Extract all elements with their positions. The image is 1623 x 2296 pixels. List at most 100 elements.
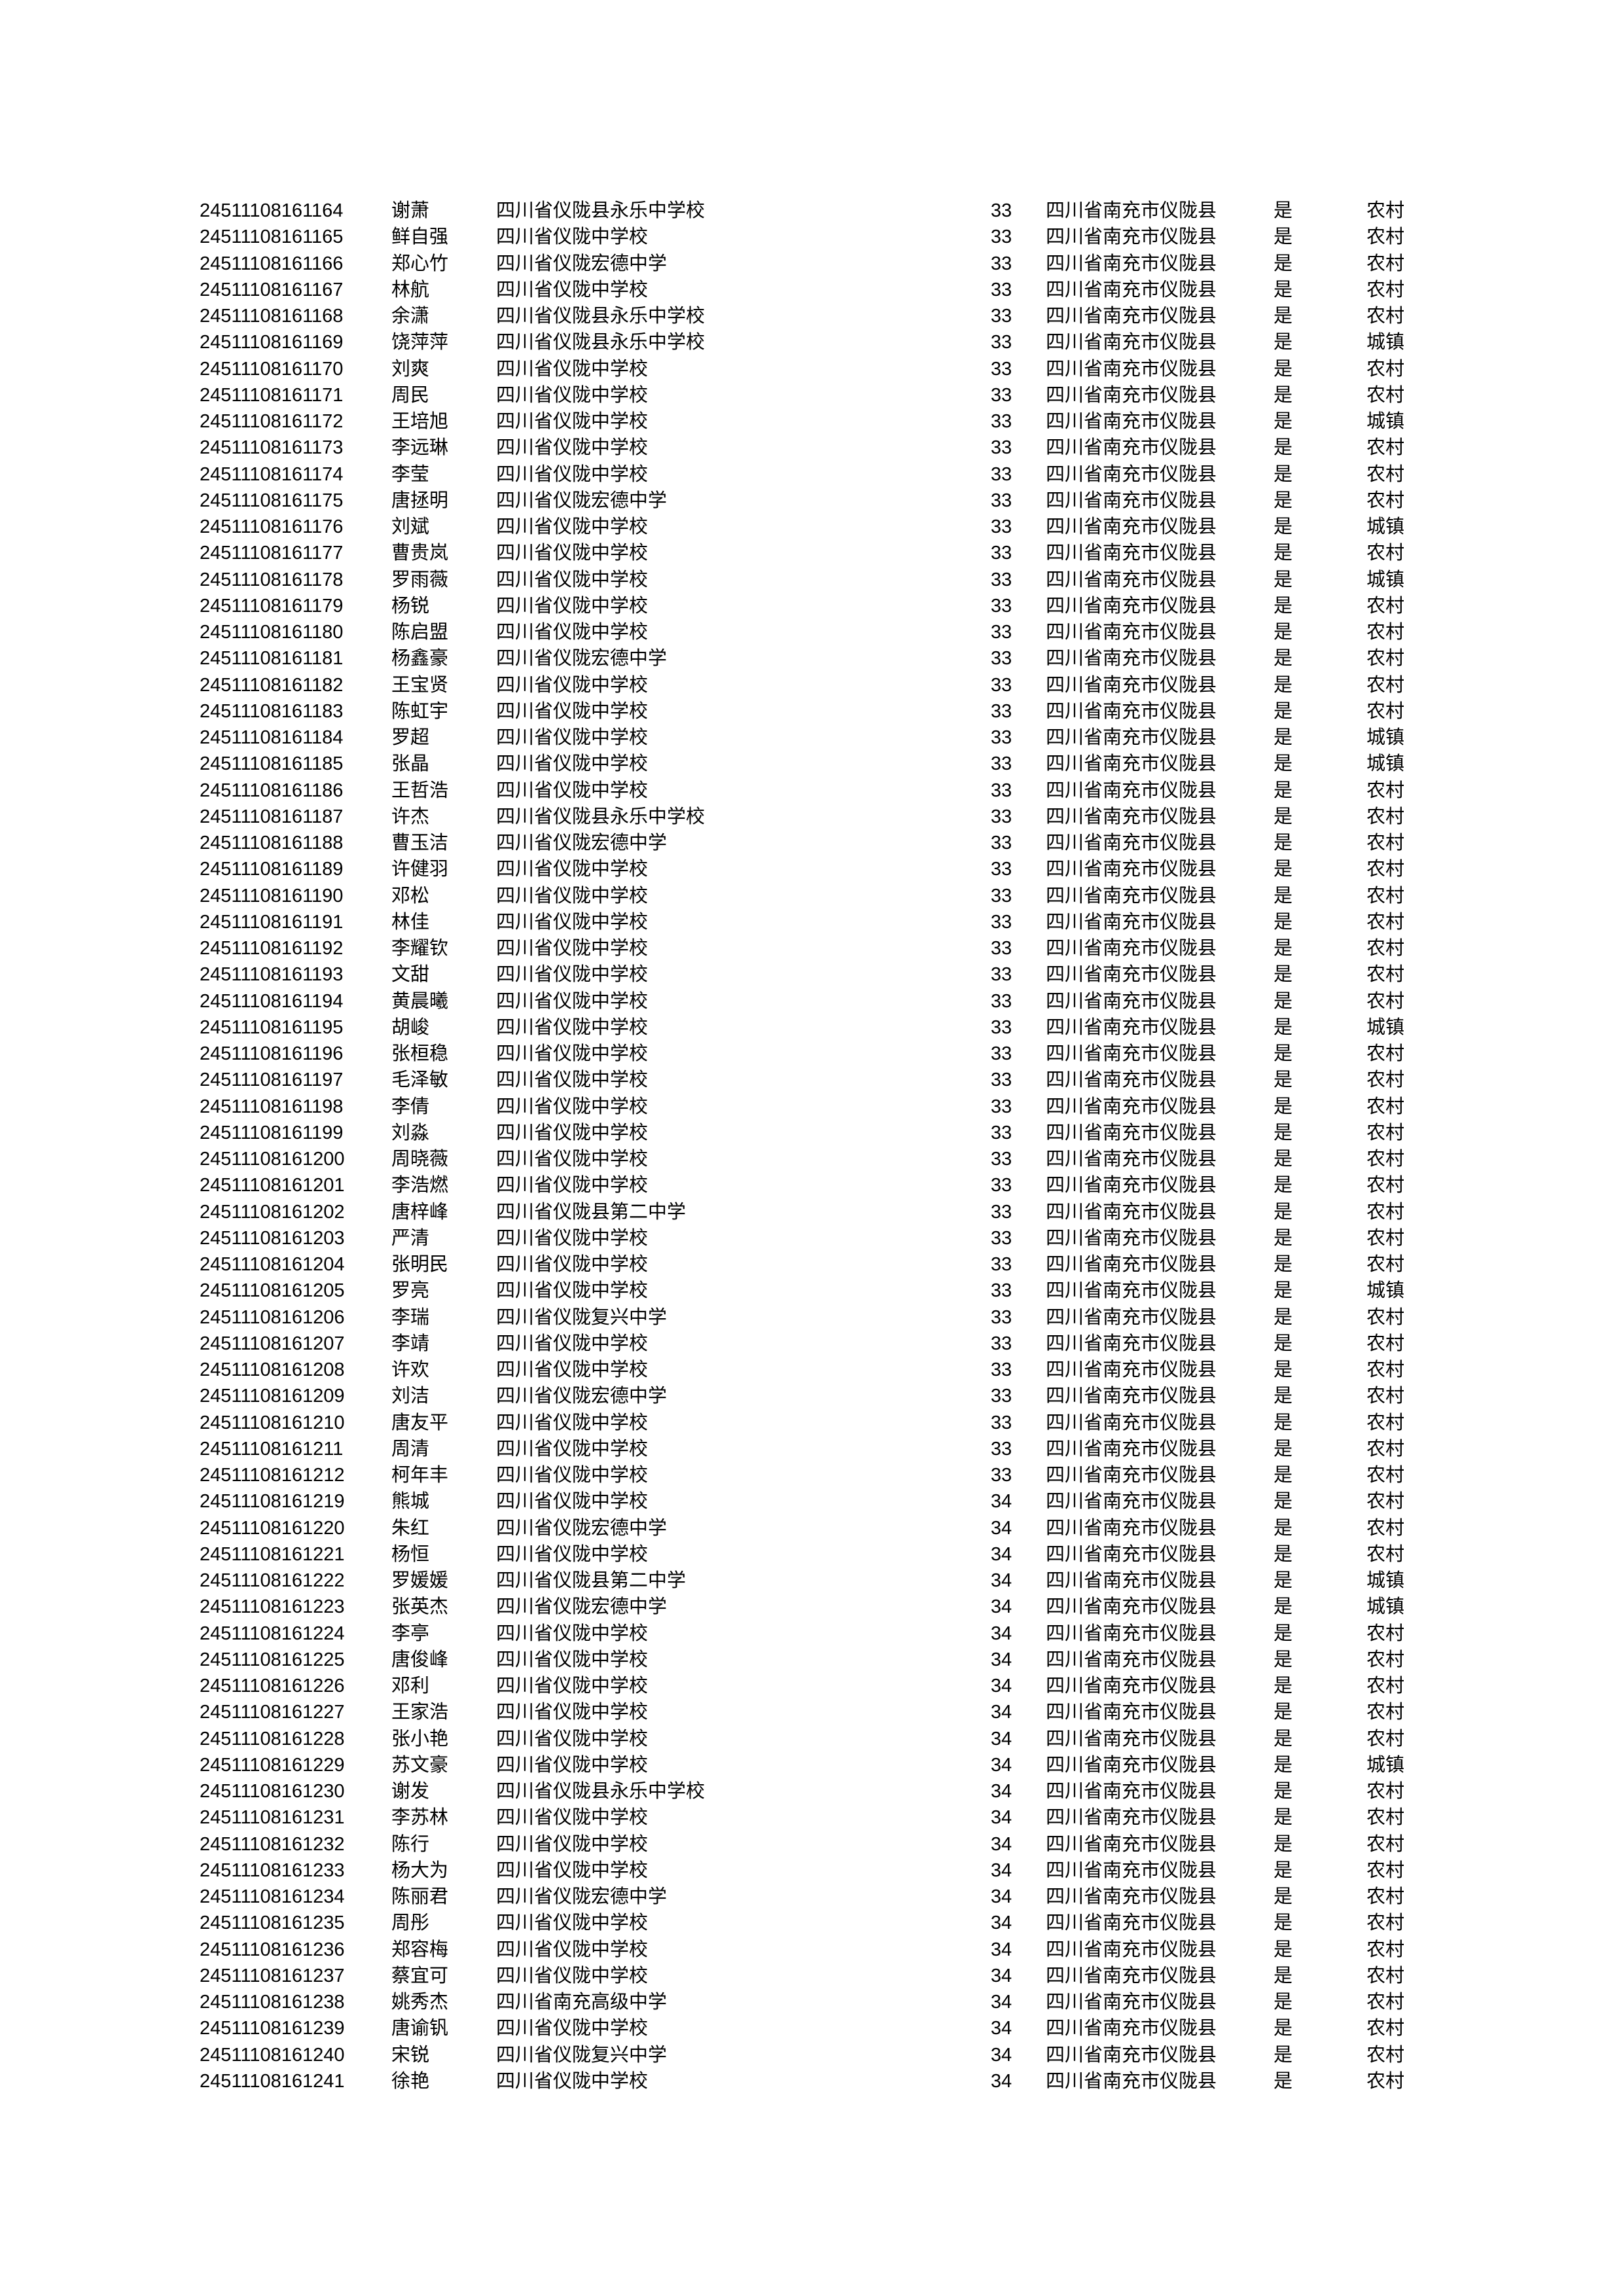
student-name-cell: 余潇	[391, 306, 430, 327]
exam-id-cell: 24511108161174	[200, 463, 344, 485]
residence-type-cell: 城镇	[1366, 332, 1405, 353]
score-cell: 33	[990, 358, 1012, 380]
table-row: 24511108161226 邓利 四川省仪陇中学校 34 四川省南充市仪陇县 是 农村	[0, 1673, 1623, 1699]
school-cell: 四川省仪陇中学校	[496, 1333, 649, 1354]
eligible-cell: 是	[1274, 1912, 1293, 1934]
school-cell: 四川省仪陇中学校	[496, 516, 649, 537]
score-cell: 34	[990, 1570, 1012, 1591]
exam-id-cell: 24511108161183	[200, 700, 344, 722]
region-cell: 四川省南充市仪陇县	[1046, 1412, 1217, 1433]
eligible-cell: 是	[1274, 2044, 1293, 2066]
region-cell: 四川省南充市仪陇县	[1046, 1201, 1217, 1223]
school-cell: 四川省仪陇中学校	[496, 1702, 649, 1723]
eligible-cell: 是	[1274, 1149, 1293, 1170]
table-row: 24511108161172 王培旭 四川省仪陇中学校 33 四川省南充市仪陇县 是 城镇	[0, 408, 1623, 435]
exam-id-cell: 24511108161230	[200, 1781, 345, 1802]
residence-type-cell: 农村	[1366, 911, 1405, 933]
student-name-cell: 王哲浩	[391, 780, 449, 801]
score-cell: 33	[990, 543, 1012, 564]
residence-type-cell: 农村	[1366, 595, 1405, 617]
student-name-cell: 黄晨曦	[391, 990, 449, 1012]
student-name-cell: 许健羽	[391, 859, 449, 880]
residence-type-cell: 农村	[1366, 1491, 1405, 1513]
student-name-cell: 周清	[391, 1438, 430, 1460]
exam-id-cell: 24511108161227	[200, 1702, 345, 1723]
student-name-cell: 胡峻	[391, 1016, 430, 1038]
table-row: 24511108161165 鲜自强 四川省仪陇中学校 33 四川省南充市仪陇县 是 农村	[0, 224, 1623, 250]
region-cell: 四川省南充市仪陇县	[1046, 859, 1217, 880]
school-cell: 四川省仪陇宏德中学	[496, 490, 668, 511]
table-row: 24511108161185 张晶 四川省仪陇中学校 33 四川省南充市仪陇县 是 城镇	[0, 751, 1623, 777]
table-row: 24511108161222 罗媛媛 四川省仪陇县第二中学 34 四川省南充市仪陇县 是 城…	[0, 1568, 1623, 1594]
student-name-cell: 唐谕钒	[391, 2018, 449, 2039]
region-cell: 四川省南充市仪陇县	[1046, 1859, 1217, 1881]
table-row: 24511108161193 文甜 四川省仪陇中学校 33 四川省南充市仪陇县 是 农村	[0, 961, 1623, 988]
table-row: 24511108161183 陈虹宇 四川省仪陇中学校 33 四川省南充市仪陇县 是 农村	[0, 698, 1623, 725]
exam-id-cell: 24511108161224	[200, 1623, 345, 1644]
school-cell: 四川省仪陇中学校	[496, 358, 649, 380]
residence-type-cell: 农村	[1366, 648, 1405, 670]
score-cell: 34	[990, 1543, 1012, 1565]
school-cell: 四川省仪陇宏德中学	[496, 253, 668, 274]
region-cell: 四川省南充市仪陇县	[1046, 306, 1217, 327]
residence-type-cell: 农村	[1366, 437, 1405, 459]
eligible-cell: 是	[1274, 1965, 1293, 1986]
exam-id-cell: 24511108161219	[200, 1491, 345, 1513]
region-cell: 四川省南充市仪陇县	[1046, 490, 1217, 511]
student-name-cell: 杨锐	[391, 595, 430, 617]
score-cell: 33	[990, 463, 1012, 485]
region-cell: 四川省南充市仪陇县	[1046, 622, 1217, 643]
eligible-cell: 是	[1274, 1833, 1293, 1855]
student-name-cell: 鲜自强	[391, 226, 449, 248]
exam-id-cell: 24511108161231	[200, 1807, 345, 1829]
residence-type-cell: 农村	[1366, 674, 1405, 696]
exam-id-cell: 24511108161208	[200, 1359, 345, 1380]
score-cell: 33	[990, 595, 1012, 617]
score-cell: 34	[990, 2070, 1012, 2092]
region-cell: 四川省南充市仪陇县	[1046, 1465, 1217, 1486]
exam-id-cell: 24511108161181	[200, 648, 344, 670]
exam-id-cell: 24511108161201	[200, 1175, 345, 1196]
table-row: 24511108161192 李耀钦 四川省仪陇中学校 33 四川省南充市仪陇县 是 农村	[0, 935, 1623, 961]
residence-type-cell: 农村	[1366, 1807, 1405, 1829]
exam-id-cell: 24511108161226	[200, 1676, 345, 1696]
exam-id-cell: 24511108161233	[200, 1859, 345, 1881]
school-cell: 四川省仪陇中学校	[496, 1859, 649, 1881]
school-cell: 四川省仪陇宏德中学	[496, 1886, 668, 1907]
table-row: 24511108161170 刘爽 四川省仪陇中学校 33 四川省南充市仪陇县 是 农村	[0, 356, 1623, 382]
school-cell: 四川省仪陇中学校	[496, 1438, 649, 1460]
table-row: 24511108161181 杨鑫豪 四川省仪陇宏德中学 33 四川省南充市仪陇县 是 农村	[0, 645, 1623, 672]
region-cell: 四川省南充市仪陇县	[1046, 1912, 1217, 1934]
table-row: 24511108161168 余潇 四川省仪陇县永乐中学校 33 四川省南充市仪陇县 是 农…	[0, 303, 1623, 329]
school-cell: 四川省仪陇中学校	[496, 1965, 649, 1986]
table-row: 24511108161167 林航 四川省仪陇中学校 33 四川省南充市仪陇县 是 农村	[0, 277, 1623, 303]
eligible-cell: 是	[1274, 306, 1293, 327]
student-name-cell: 陈行	[391, 1833, 430, 1855]
school-cell: 四川省仪陇中学校	[496, 463, 649, 485]
exam-id-cell: 24511108161182	[200, 674, 344, 696]
table-row: 24511108161182 王宝贤 四川省仪陇中学校 33 四川省南充市仪陇县 是 农村	[0, 672, 1623, 698]
school-cell: 四川省仪陇中学校	[496, 2018, 649, 2039]
student-name-cell: 唐友平	[391, 1412, 449, 1433]
residence-type-cell: 农村	[1366, 1412, 1405, 1433]
region-cell: 四川省南充市仪陇县	[1046, 885, 1217, 906]
school-cell: 四川省仪陇中学校	[496, 674, 649, 696]
student-name-cell: 毛泽敏	[391, 1069, 449, 1091]
eligible-cell: 是	[1274, 1807, 1293, 1829]
school-cell: 四川省仪陇中学校	[496, 595, 649, 617]
residence-type-cell: 农村	[1366, 384, 1405, 406]
region-cell: 四川省南充市仪陇县	[1046, 595, 1217, 617]
student-name-cell: 陈虹宇	[391, 700, 449, 722]
residence-type-cell: 农村	[1366, 1333, 1405, 1354]
residence-type-cell: 城镇	[1366, 1596, 1405, 1618]
school-cell: 四川省仪陇宏德中学	[496, 1596, 668, 1618]
region-cell: 四川省南充市仪陇县	[1046, 1676, 1217, 1696]
residence-type-cell: 农村	[1366, 1676, 1405, 1696]
school-cell: 四川省仪陇中学校	[496, 1412, 649, 1433]
region-cell: 四川省南充市仪陇县	[1046, 253, 1217, 274]
residence-type-cell: 城镇	[1366, 727, 1405, 748]
eligible-cell: 是	[1274, 1386, 1293, 1407]
exam-id-cell: 24511108161195	[200, 1016, 344, 1038]
exam-id-cell: 24511108161177	[200, 543, 344, 564]
score-cell: 33	[990, 437, 1012, 459]
